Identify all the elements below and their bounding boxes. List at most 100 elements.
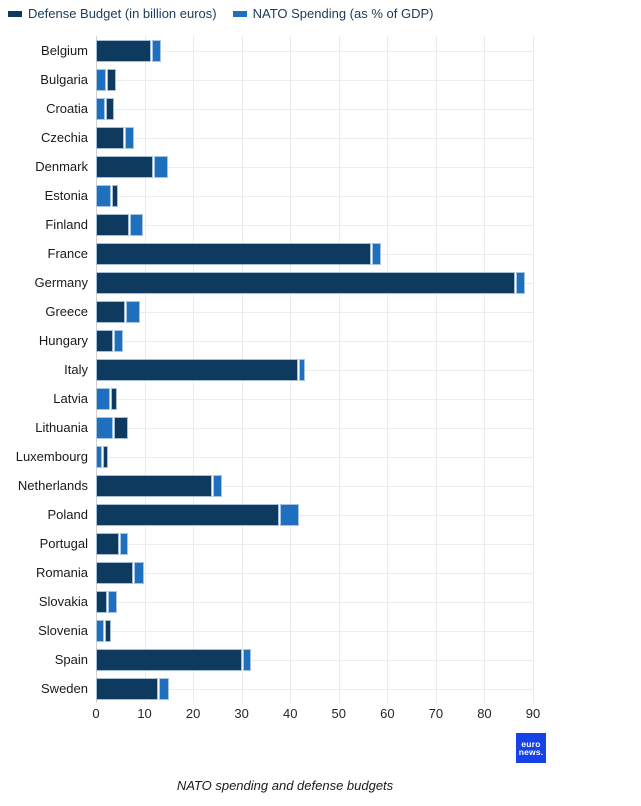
bar-rows: Belgium Bulgaria Croatia Czechia Denmark… xyxy=(0,36,641,703)
defense-bar-segment-germany[interactable] xyxy=(96,271,515,294)
chart-row: Belgium xyxy=(0,36,641,65)
nato-bar-segment-spain[interactable] xyxy=(243,648,252,671)
nato-bar-segment-italy[interactable] xyxy=(298,358,306,381)
country-label-poland: Poland xyxy=(47,507,88,522)
nato-bar-segment-germany[interactable] xyxy=(516,271,526,294)
defense-bar-segment-romania[interactable] xyxy=(96,561,133,584)
defense-bar-segment-luxembourg[interactable] xyxy=(103,445,109,468)
defense-bar-segment-spain[interactable] xyxy=(96,648,243,671)
chart-row: Czechia xyxy=(0,123,641,152)
stacked-bar xyxy=(96,213,533,236)
nato-bar-segment-hungary[interactable] xyxy=(113,329,124,352)
defense-bar-segment-poland[interactable] xyxy=(96,503,280,526)
defense-bar-segment-denmark[interactable] xyxy=(96,155,154,178)
stacked-bar xyxy=(96,590,533,613)
country-label-germany: Germany xyxy=(34,275,88,290)
nato-bar-segment-poland[interactable] xyxy=(280,503,299,526)
country-label-france: France xyxy=(47,246,88,261)
country-label-finland: Finland xyxy=(45,217,88,232)
defense-bar-segment-czechia[interactable] xyxy=(96,126,124,149)
chart-row: Portugal xyxy=(0,529,641,558)
country-label-czechia: Czechia xyxy=(41,130,88,145)
country-label-spain: Spain xyxy=(54,652,88,667)
country-label-croatia: Croatia xyxy=(46,101,88,116)
nato-bar-segment-estonia[interactable] xyxy=(96,184,111,207)
country-label-denmark: Denmark xyxy=(35,159,88,174)
legend-label-defense-budget: Defense Budget (in billion euros) xyxy=(28,6,217,21)
country-label-portugal: Portugal xyxy=(39,536,88,551)
defense-bar-segment-bulgaria[interactable] xyxy=(106,68,116,91)
defense-bar-segment-latvia[interactable] xyxy=(111,387,118,410)
chart-row: France xyxy=(0,239,641,268)
stacked-bar xyxy=(96,358,533,381)
nato-bar-segment-slovakia[interactable] xyxy=(107,590,117,613)
stacked-bar xyxy=(96,503,533,526)
defense-bar-segment-netherlands[interactable] xyxy=(96,474,213,497)
country-label-sweden: Sweden xyxy=(41,681,88,696)
defense-bar-segment-croatia[interactable] xyxy=(106,97,115,120)
defense-bar-segment-finland[interactable] xyxy=(96,213,129,236)
nato-bar-segment-portugal[interactable] xyxy=(120,532,128,555)
chart-row: Germany xyxy=(0,268,641,297)
nato-bar-segment-luxembourg[interactable] xyxy=(96,445,103,468)
defense-bar-segment-sweden[interactable] xyxy=(96,677,158,700)
stacked-bar xyxy=(96,329,533,352)
nato-bar-segment-netherlands[interactable] xyxy=(213,474,222,497)
defense-bar-segment-slovenia[interactable] xyxy=(104,619,112,642)
defense-bar-segment-belgium[interactable] xyxy=(96,39,152,62)
stacked-bar xyxy=(96,155,533,178)
defense-bar-segment-portugal[interactable] xyxy=(96,532,120,555)
country-label-hungary: Hungary xyxy=(38,333,88,348)
country-label-slovenia: Slovenia xyxy=(38,623,88,638)
stacked-bar xyxy=(96,648,533,671)
defense-bar-segment-greece[interactable] xyxy=(96,300,126,323)
stacked-bar xyxy=(96,677,533,700)
x-tick-label-20: 20 xyxy=(185,706,201,721)
nato-bar-segment-latvia[interactable] xyxy=(96,387,111,410)
plot-area: Belgium Bulgaria Croatia Czechia Denmark… xyxy=(0,36,641,703)
country-label-netherlands: Netherlands xyxy=(17,478,88,493)
nato-bar-segment-france[interactable] xyxy=(371,242,381,265)
euronews-logo-text-news: news. xyxy=(518,747,544,757)
nato-bar-segment-belgium[interactable] xyxy=(152,39,162,62)
chart-row: Sweden xyxy=(0,674,641,703)
nato-bar-segment-finland[interactable] xyxy=(129,213,143,236)
defense-bar-segment-estonia[interactable] xyxy=(111,184,119,207)
chart-row: Slovakia xyxy=(0,587,641,616)
nato-bar-segment-denmark[interactable] xyxy=(154,155,168,178)
x-tick-label-90: 90 xyxy=(525,706,541,721)
nato-bar-segment-croatia[interactable] xyxy=(96,97,106,120)
stacked-bar xyxy=(96,184,533,207)
chart-row: Netherlands xyxy=(0,471,641,500)
x-tick-label-60: 60 xyxy=(380,706,395,721)
stacked-bar xyxy=(96,126,533,149)
chart-row: Poland xyxy=(0,500,641,529)
nato-bar-segment-greece[interactable] xyxy=(126,300,141,323)
country-label-romania: Romania xyxy=(35,565,88,580)
stacked-bar xyxy=(96,474,533,497)
defense-bar-segment-hungary[interactable] xyxy=(96,329,113,352)
legend-item-defense-budget: Defense Budget (in billion euros) xyxy=(8,6,217,21)
stacked-bar xyxy=(96,619,533,642)
defense-bar-segment-slovakia[interactable] xyxy=(96,590,107,613)
x-tick-label-80: 80 xyxy=(477,706,492,721)
nato-bar-segment-bulgaria[interactable] xyxy=(96,68,106,91)
euronews-logo-text-euro: euro xyxy=(521,738,541,749)
nato-bar-segment-sweden[interactable] xyxy=(158,677,170,700)
country-label-bulgaria: Bulgaria xyxy=(40,72,88,87)
stacked-bar xyxy=(96,561,533,584)
x-axis: 0 10 20 30 40 50 60 70 80 90 xyxy=(92,706,540,722)
nato-bar-segment-lithuania[interactable] xyxy=(96,416,113,439)
nato-spending-swatch-icon xyxy=(232,10,247,17)
chart-row: Estonia xyxy=(0,181,641,210)
chart-row: Bulgaria xyxy=(0,65,641,94)
defense-bar-segment-france[interactable] xyxy=(96,242,371,265)
nato-bar-segment-czechia[interactable] xyxy=(124,126,134,149)
country-label-greece: Greece xyxy=(45,304,88,319)
stacked-bar xyxy=(96,387,533,410)
nato-bar-segment-slovenia[interactable] xyxy=(96,619,104,642)
defense-bar-segment-lithuania[interactable] xyxy=(113,416,129,439)
defense-bar-segment-italy[interactable] xyxy=(96,358,298,381)
nato-bar-segment-romania[interactable] xyxy=(133,561,144,584)
